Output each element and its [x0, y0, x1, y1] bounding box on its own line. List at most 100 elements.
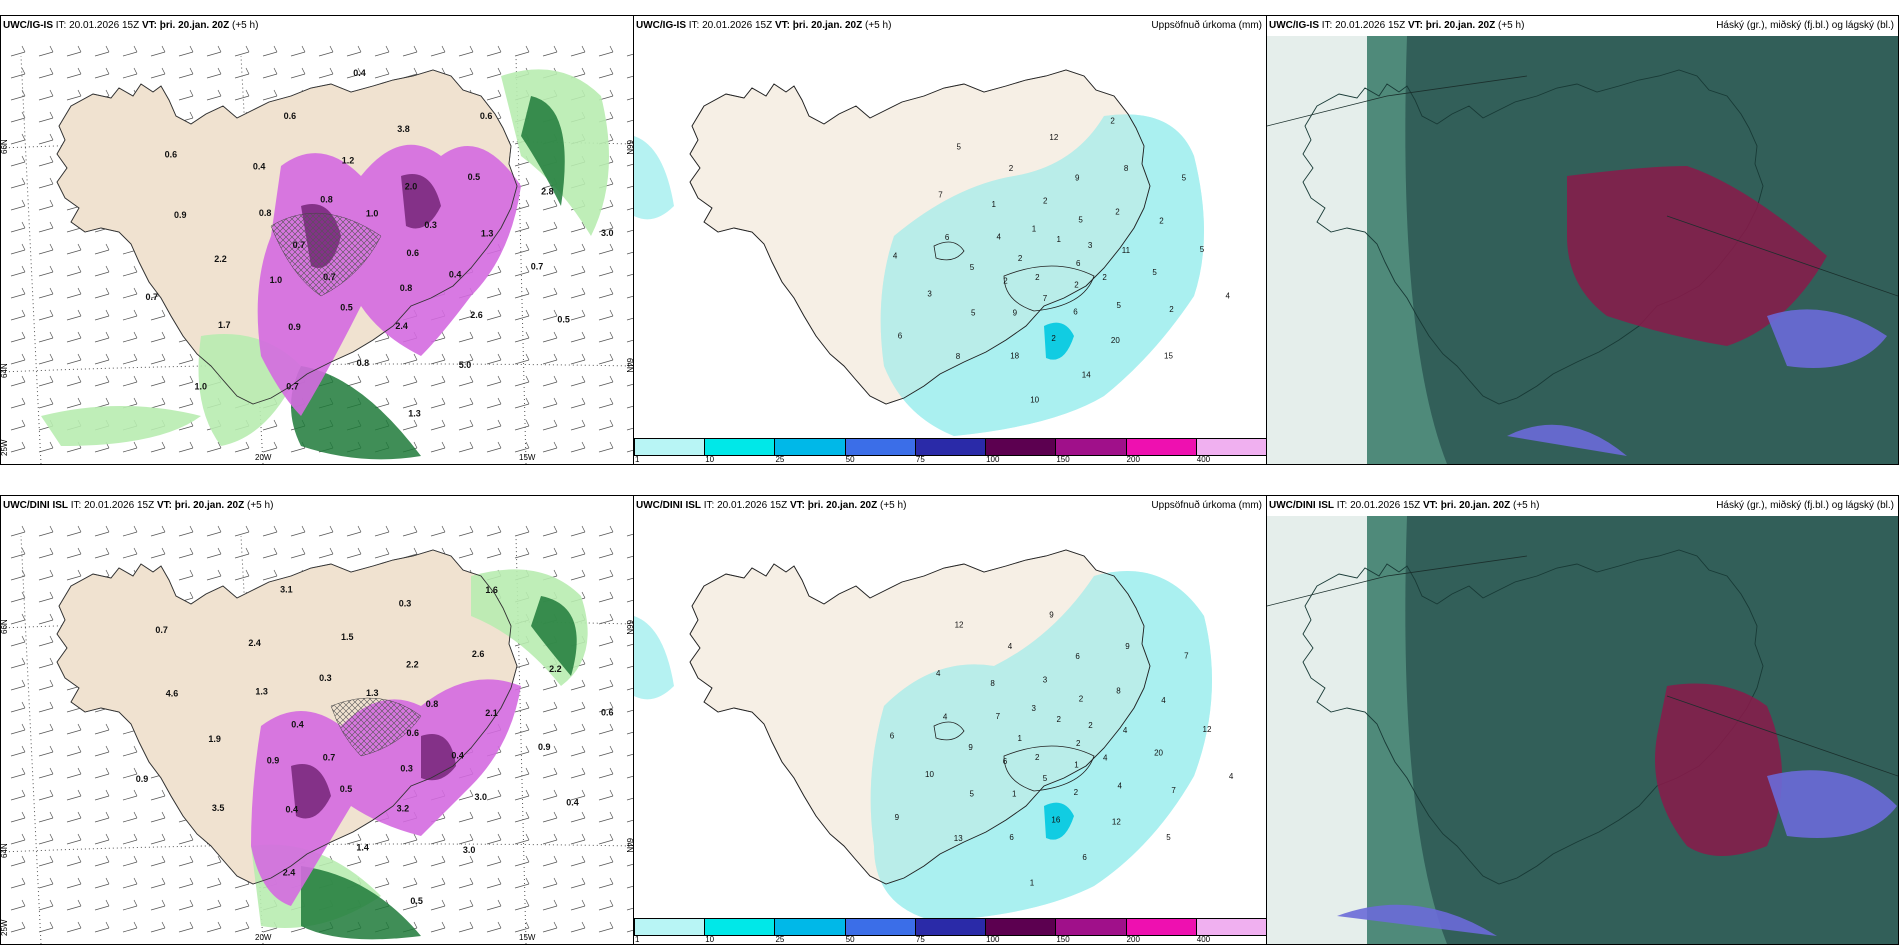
- border-line: [1267, 75, 1898, 297]
- rate-label: 0.9: [136, 774, 149, 784]
- wind-barb: [598, 243, 614, 255]
- rate-label: 0.7: [155, 625, 168, 635]
- rate-label: 1.0: [195, 381, 208, 391]
- valid-label: VT:: [1407, 20, 1423, 31]
- wind-barb: [570, 353, 586, 365]
- wind-barb: [10, 243, 26, 255]
- wind-barb: [234, 921, 250, 933]
- precip-label: 2: [1035, 273, 1040, 282]
- precip-label: 5: [971, 308, 976, 317]
- wind-barb: [206, 441, 222, 453]
- lat-label: 64N: [1, 363, 9, 378]
- wind-barb: [122, 877, 138, 889]
- wind-barb: [66, 855, 82, 867]
- cloud-cover-map: [1267, 36, 1898, 464]
- precip-label: 4: [1118, 781, 1123, 790]
- wind-barb: [486, 547, 502, 559]
- wind-barb: [38, 375, 54, 387]
- wind-barb: [626, 251, 633, 255]
- wind-barb: [598, 855, 614, 867]
- precip-heavy-area: [291, 366, 421, 460]
- panel-header: UWC/IG-IS IT: 20.01.2026 15Z VT: þri. 20…: [1267, 16, 1898, 36]
- wind-barb: [542, 45, 558, 57]
- wind-barb: [346, 547, 362, 559]
- wind-barb: [514, 265, 530, 277]
- rate-label: 0.7: [293, 240, 306, 250]
- precip-label: 2: [1169, 305, 1174, 314]
- rate-label: 0.6: [407, 248, 420, 258]
- precip-label: 4: [1103, 753, 1108, 762]
- wind-barb: [374, 375, 390, 387]
- glacier-outline: [933, 721, 965, 741]
- wind-barb: [570, 243, 586, 255]
- lon-label: 20W: [255, 933, 272, 942]
- wind-barb: [626, 273, 633, 277]
- colorbar-tick: 400: [1196, 935, 1211, 944]
- rate-label: 0.5: [468, 172, 481, 182]
- wind-barb: [66, 309, 82, 321]
- wind-barb: [10, 265, 26, 277]
- rate-label: 0.9: [267, 756, 280, 766]
- wind-barb: [122, 287, 138, 299]
- wind-barb: [66, 723, 82, 735]
- wind-barb: [458, 331, 474, 343]
- wind-barb: [514, 701, 530, 713]
- accum-map-panel-bottom: UWC/DINI ISL IT: 20.01.2026 15Z VT: þri.…: [633, 495, 1267, 945]
- low-cloud: [1767, 309, 1887, 368]
- wind-barb: [570, 331, 586, 343]
- wind-barb: [262, 89, 278, 101]
- wind-barb: [178, 45, 194, 57]
- wind-barb: [458, 441, 474, 453]
- wind-barb: [150, 375, 166, 387]
- wind-barb: [206, 855, 222, 867]
- panel-title: Háský (gr.), miðský (fj.bl.) og lágský (…: [1716, 500, 1894, 511]
- precip-label: 6: [945, 233, 950, 242]
- wind-barb: [10, 133, 26, 145]
- precip-label: 1: [1018, 734, 1023, 743]
- precip-accum-area: [634, 616, 674, 700]
- precip-accum-overlay: [880, 114, 1204, 436]
- wind-barb: [10, 441, 26, 453]
- precip-label: 5: [1117, 301, 1122, 310]
- colorbar: 1 10 25 50 75 100 150 200 400: [634, 438, 1266, 464]
- precip-label: 2: [1057, 715, 1062, 724]
- precip-label: 16: [1051, 815, 1060, 824]
- precip-label: 1: [992, 200, 997, 209]
- wind-barb: [458, 67, 474, 79]
- panel-title: Uppsöfnuð úrkoma (mm): [1151, 500, 1262, 511]
- precip-label: 2: [1159, 217, 1164, 226]
- wind-barb: [38, 133, 54, 145]
- precip-label: 9: [1013, 309, 1018, 318]
- wind-barb: [94, 331, 110, 343]
- lon-label: 25W: [1, 919, 9, 936]
- wind-barb: [94, 789, 110, 801]
- lead-time: (+5 h): [880, 500, 907, 511]
- panel-header: UWC/IG-IS IT: 20.01.2026 15Z VT: þri. 20…: [634, 16, 1266, 36]
- rate-label: 2.6: [472, 649, 485, 659]
- precip-label: 3: [1043, 676, 1048, 685]
- wind-barb: [122, 789, 138, 801]
- rate-label: 2.4: [395, 321, 408, 331]
- wind-barb: [66, 745, 82, 757]
- wind-barb: [486, 265, 502, 277]
- rate-label: 0.7: [146, 292, 159, 302]
- wind-barb: [38, 309, 54, 321]
- colorbar-swatch: [1125, 438, 1196, 456]
- wind-barb: [10, 375, 26, 387]
- wind-barb: [514, 525, 530, 537]
- wind-barb: [486, 67, 502, 79]
- wind-barb: [458, 309, 474, 321]
- wind-barb: [94, 525, 110, 537]
- wind-barb: [598, 265, 614, 277]
- wind-barb: [626, 295, 633, 299]
- wind-barb: [486, 309, 502, 321]
- wind-barb: [178, 67, 194, 79]
- wind-barb: [542, 855, 558, 867]
- wind-barb: [10, 745, 26, 757]
- wind-barb: [570, 221, 586, 233]
- colorbar-tick: 10: [705, 935, 715, 944]
- precip-accum-overlay: [870, 571, 1212, 921]
- wind-barb: [38, 767, 54, 779]
- wind-barb: [626, 687, 633, 691]
- wind-barb: [38, 525, 54, 537]
